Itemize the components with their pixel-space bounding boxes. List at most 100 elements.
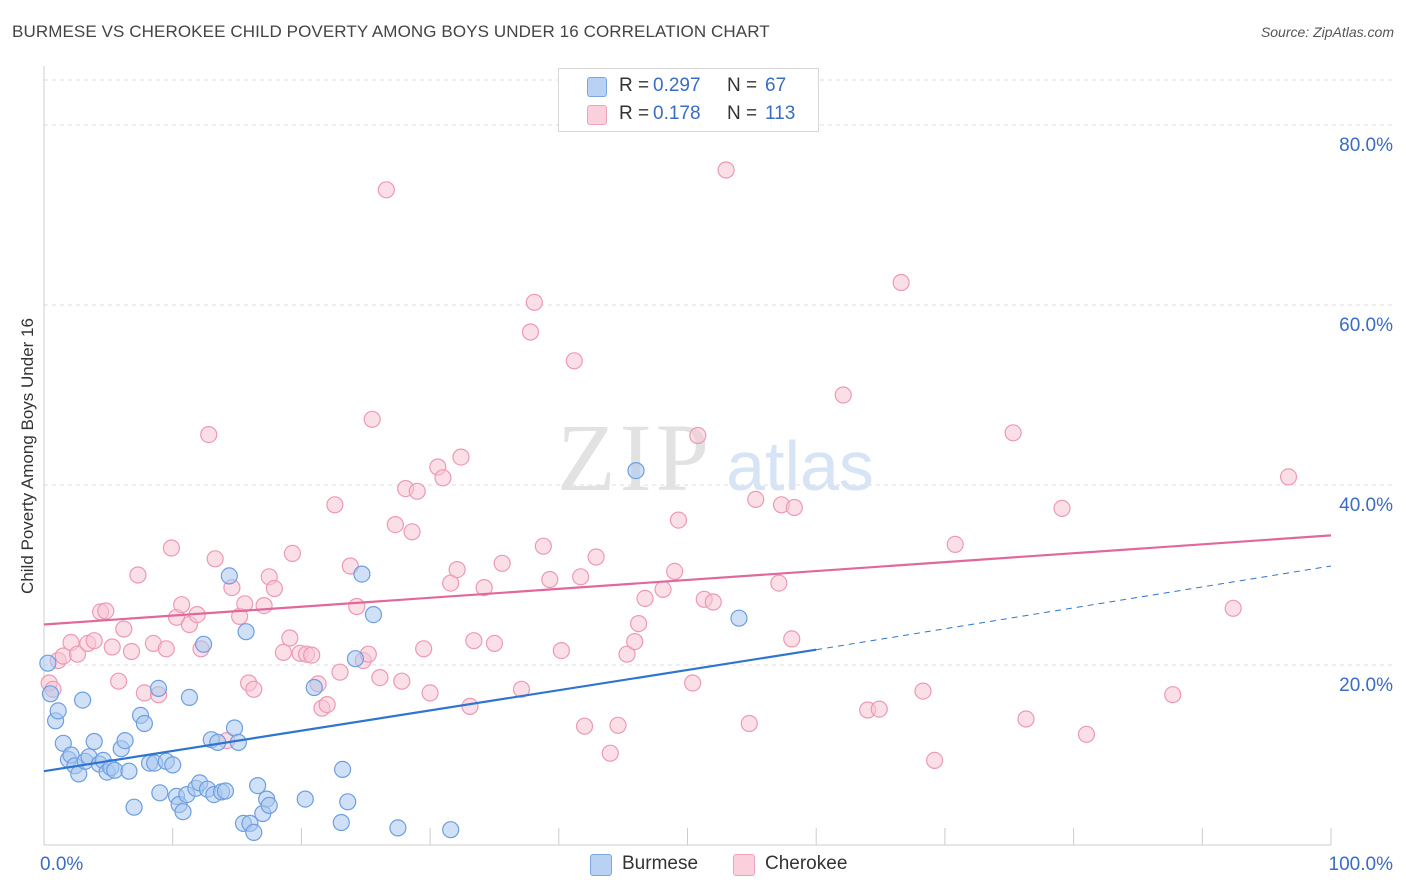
burmese-point [174, 803, 192, 821]
burmese-point [346, 650, 365, 668]
cherokee-point [1164, 686, 1182, 704]
burmese-point [125, 798, 143, 816]
cherokee-point [618, 645, 636, 663]
cherokee-point [1279, 468, 1298, 486]
cherokee-point [704, 593, 722, 611]
cherokee-point [629, 614, 648, 633]
burmese-point [627, 462, 645, 480]
cherokee-point [415, 640, 433, 658]
cherokee-point [110, 672, 128, 690]
cherokee-point [448, 560, 466, 579]
legend-r-value: 0.297 [653, 75, 701, 96]
cherokee-point [654, 580, 672, 599]
cherokee-point [377, 181, 395, 199]
cherokee-point [303, 646, 321, 664]
cherokee-point [103, 638, 121, 656]
burmese-point [225, 719, 244, 737]
cherokee-point [255, 596, 273, 615]
cherokee-point [475, 578, 493, 597]
cherokee-point [740, 714, 758, 733]
burmese-point [194, 635, 213, 653]
bottom-legend-swatch-burmese [590, 854, 612, 876]
cherokee-point [326, 496, 344, 514]
cherokee-point [834, 386, 852, 404]
legend-r-value: 0.178 [653, 103, 701, 124]
burmese-point [49, 702, 67, 720]
cherokee-point [265, 579, 283, 598]
burmese-point [180, 688, 199, 707]
legend-swatch-burmese [587, 77, 607, 97]
burmese-point [389, 819, 407, 837]
axes [43, 66, 1332, 846]
bottom-legend-label-burmese: Burmese [622, 853, 699, 874]
cherokee-trend-line [43, 534, 1332, 626]
burmese-point [339, 793, 357, 811]
cherokee-point [434, 469, 452, 487]
burmese-point [237, 623, 255, 641]
cherokee-point [68, 645, 87, 663]
cherokee-point [1017, 710, 1035, 728]
cherokee-point [587, 548, 605, 566]
x-tick-label-max: 100.0% [1329, 854, 1394, 875]
watermark-zip: ZIP [557, 404, 713, 511]
legend-swatch-cherokee [587, 105, 607, 125]
cherokee-point [1004, 424, 1022, 442]
legend-r-label: R = [619, 103, 650, 124]
burmese-point [106, 761, 124, 779]
burmese-point [332, 813, 350, 832]
cherokee-point [770, 574, 788, 592]
burmese-point [74, 691, 92, 709]
burmese-point [296, 790, 314, 808]
cherokee-point [1053, 499, 1071, 517]
burmese-point [164, 756, 182, 774]
cherokee-point [363, 410, 381, 428]
watermark: ZIP atlas [557, 404, 874, 511]
cherokee-point [785, 498, 803, 517]
cherokee-point [870, 700, 888, 718]
legend-n-value: 113 [765, 103, 796, 124]
burmese-point [149, 679, 168, 698]
cherokee-point [783, 630, 801, 648]
x-tick-label-min: 0.0% [40, 854, 83, 875]
cherokee-point [281, 629, 299, 647]
cherokee-point [572, 568, 590, 586]
cherokee-point [892, 273, 910, 292]
cherokee-point [666, 562, 684, 581]
cherokee-point [689, 426, 707, 445]
cherokee-point [541, 570, 559, 589]
cherokee-point [157, 640, 175, 658]
cherokee-point [283, 544, 301, 563]
cherokee-point [575, 717, 594, 735]
burmese-point [730, 609, 748, 627]
bottom-legend-swatch-cherokee [733, 854, 755, 876]
cherokee-point [493, 554, 511, 572]
cherokee-point [1077, 725, 1096, 743]
cherokee-point [669, 511, 688, 529]
legend-row-burmese: R = 0.297 N = 67 [559, 73, 818, 99]
burmese-point [151, 784, 169, 802]
cherokee-point [408, 482, 426, 500]
cherokee-point [371, 668, 389, 687]
cherokee-point [348, 597, 366, 616]
burmese-point [220, 567, 238, 585]
legend-row-cherokee: R = 0.178 N = 113 [559, 101, 818, 127]
cherokee-point [534, 537, 552, 555]
cherokee-point [403, 523, 421, 541]
burmese-trend-line [43, 648, 817, 773]
burmese-points [39, 462, 748, 842]
cherokee-point [200, 426, 218, 444]
cherokee-point [129, 566, 147, 584]
burmese-point [260, 796, 278, 815]
cherokee-point [609, 716, 627, 734]
burmese-point [245, 823, 263, 842]
burmese-point [442, 821, 460, 839]
cherokee-point [393, 672, 411, 690]
y-tick-label: 20.0% [1339, 675, 1393, 696]
burmese-trend-extension [816, 565, 1332, 651]
cherokee-point [914, 682, 932, 700]
cherokee-point [512, 680, 531, 698]
watermark-atlas: atlas [726, 427, 874, 505]
cherokee-point [926, 751, 944, 770]
cherokee-point [552, 641, 570, 660]
